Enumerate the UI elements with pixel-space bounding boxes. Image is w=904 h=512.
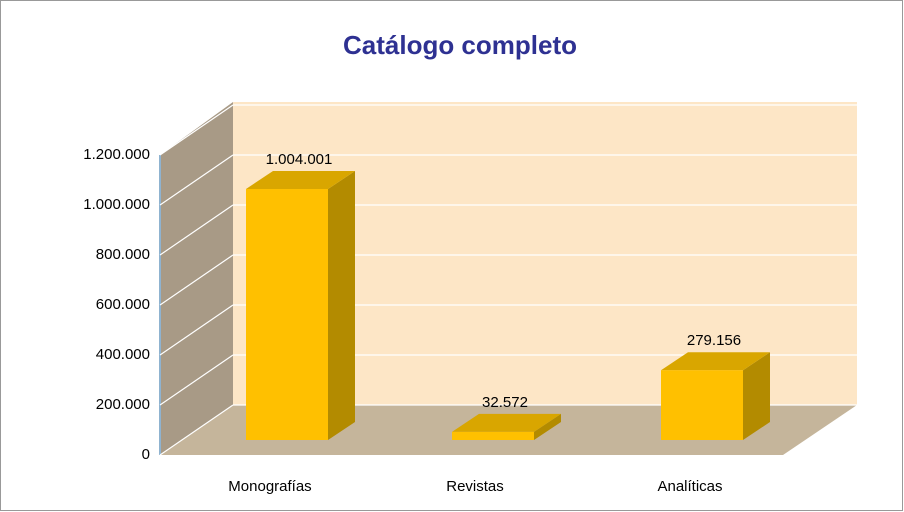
back-wall bbox=[233, 102, 857, 405]
grid-line bbox=[159, 154, 234, 206]
bar-side bbox=[743, 352, 770, 440]
value-label: 1.004.001 bbox=[266, 151, 333, 168]
grid-line bbox=[159, 354, 234, 406]
bar-top bbox=[246, 170, 355, 189]
bar bbox=[246, 188, 328, 440]
y-tick-label: 400.000 bbox=[96, 346, 150, 363]
grid-line bbox=[159, 404, 234, 456]
bar-top bbox=[661, 352, 770, 371]
y-tick-label: 200.000 bbox=[96, 396, 150, 413]
grid-line bbox=[159, 254, 234, 306]
x-tick-label: Analíticas bbox=[657, 478, 722, 495]
bar bbox=[661, 370, 743, 440]
grid-line bbox=[159, 104, 234, 156]
value-label: 279.156 bbox=[687, 332, 741, 349]
bar-side bbox=[328, 170, 355, 440]
x-tick-label: Revistas bbox=[446, 478, 504, 495]
y-tick-label: 0 bbox=[142, 446, 150, 463]
y-tick-label: 1.200.000 bbox=[83, 146, 150, 163]
bar-top bbox=[452, 413, 561, 432]
y-tick-label: 1.000.000 bbox=[83, 196, 150, 213]
grid-line bbox=[159, 304, 234, 356]
y-tick-label: 800.000 bbox=[96, 246, 150, 263]
y-tick-label: 600.000 bbox=[96, 296, 150, 313]
bar bbox=[452, 431, 534, 440]
side-wall bbox=[160, 102, 233, 455]
grid-line bbox=[159, 204, 234, 256]
value-label: 32.572 bbox=[482, 394, 528, 411]
chart-title: Catálogo completo bbox=[343, 30, 577, 60]
bar-side bbox=[534, 413, 561, 440]
x-tick-label: Monografías bbox=[228, 478, 311, 495]
